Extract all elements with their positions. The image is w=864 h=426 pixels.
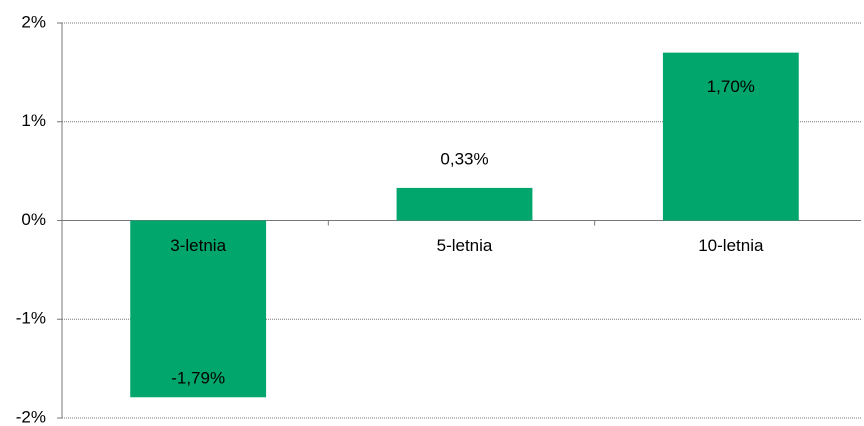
value-label: -1,79% xyxy=(171,369,225,388)
bar xyxy=(396,187,533,221)
y-tick-label: 2% xyxy=(21,12,46,31)
bar xyxy=(130,220,267,398)
y-tick-label: -2% xyxy=(16,407,46,426)
y-tick-label: 1% xyxy=(21,111,46,130)
y-tick-label: -1% xyxy=(16,309,46,328)
value-label: 1,70% xyxy=(707,77,755,96)
x-tick-label: 3-letnia xyxy=(170,236,226,255)
x-tick-label: 5-letnia xyxy=(437,236,493,255)
y-tick-label: 0% xyxy=(21,210,46,229)
bar xyxy=(662,52,799,221)
value-label: 0,33% xyxy=(440,149,488,168)
x-tick-label: 10-letnia xyxy=(698,236,764,255)
